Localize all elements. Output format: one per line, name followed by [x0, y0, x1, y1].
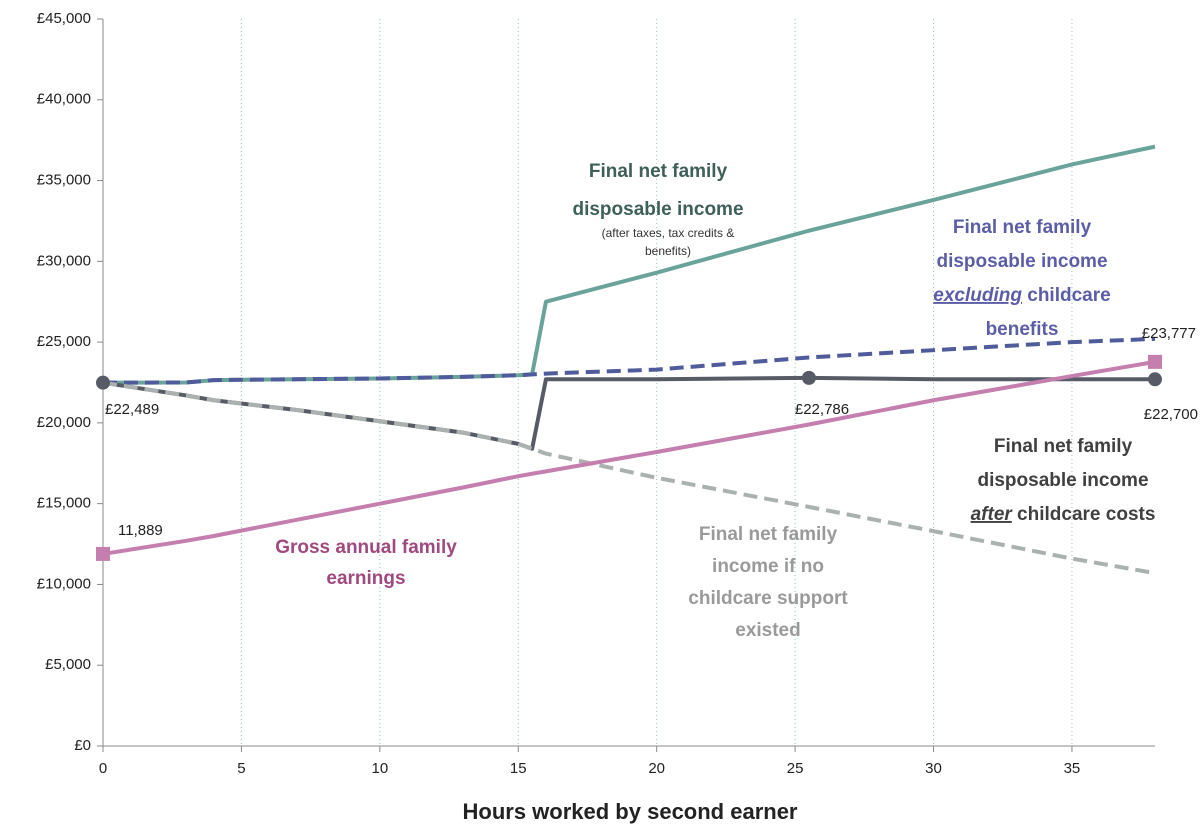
marker — [1148, 372, 1162, 387]
x-axis-label: Hours worked by second earner — [463, 799, 798, 824]
series-label-emphasis: after — [971, 504, 1014, 525]
series-label: earnings — [326, 568, 405, 589]
marker — [801, 370, 816, 385]
y-tick-label: £35,000 — [37, 172, 91, 189]
value-label: £22,489 — [105, 401, 159, 418]
y-tick-label: £5,000 — [45, 656, 91, 673]
series-label: disposable income — [572, 199, 743, 220]
series-note: benefits) — [645, 244, 691, 258]
y-tick-label: £20,000 — [37, 414, 91, 431]
marker — [96, 546, 110, 561]
series-label: after childcare costs — [971, 504, 1156, 525]
series-label: existed — [735, 620, 800, 641]
value-label: £22,700 — [1144, 406, 1198, 423]
x-tick-label: 30 — [925, 760, 942, 777]
series-label: disposable income — [936, 251, 1107, 272]
y-tick-label: £0 — [74, 737, 91, 754]
series-label: Final net family — [953, 217, 1092, 238]
series-label-rest: childcare — [1022, 285, 1111, 306]
series-line — [102, 380, 1156, 576]
x-tick-label: 20 — [648, 760, 665, 777]
series-label: Final net family — [994, 436, 1133, 457]
x-tick-label: 25 — [787, 760, 804, 777]
x-tick-label: 15 — [510, 760, 527, 777]
y-tick-label: £15,000 — [37, 495, 91, 512]
series-label: income if no — [712, 556, 824, 577]
y-tick-label: £25,000 — [37, 333, 91, 350]
series-label: disposable income — [977, 470, 1148, 491]
series-label: excluding childcare — [933, 285, 1110, 306]
value-label: 11,889 — [118, 522, 163, 539]
x-tick-label: 35 — [1064, 760, 1081, 777]
value-label: £23,777 — [1142, 325, 1196, 342]
series-label-rest: childcare costs — [1012, 504, 1156, 525]
x-tick-label: 5 — [237, 760, 245, 777]
x-tick-label: 0 — [99, 760, 107, 777]
series-label: Gross annual family — [275, 537, 457, 558]
series-label: Final net family — [589, 161, 728, 182]
y-tick-label: £45,000 — [37, 10, 91, 27]
marker — [96, 375, 110, 390]
marker — [1148, 354, 1162, 369]
y-tick-label: £10,000 — [37, 575, 91, 592]
y-tick-label: £30,000 — [37, 252, 91, 269]
series-label: childcare support — [688, 588, 848, 609]
series-line — [102, 336, 1156, 385]
series-label: Final net family — [699, 524, 838, 545]
x-tick-label: 10 — [371, 760, 388, 777]
series-label: benefits — [986, 319, 1059, 340]
value-label: £22,786 — [795, 401, 849, 418]
series-note: (after taxes, tax credits & — [602, 226, 735, 240]
series-label-emphasis: excluding — [933, 285, 1022, 306]
series-line — [102, 359, 1156, 556]
y-tick-label: £40,000 — [37, 91, 91, 108]
